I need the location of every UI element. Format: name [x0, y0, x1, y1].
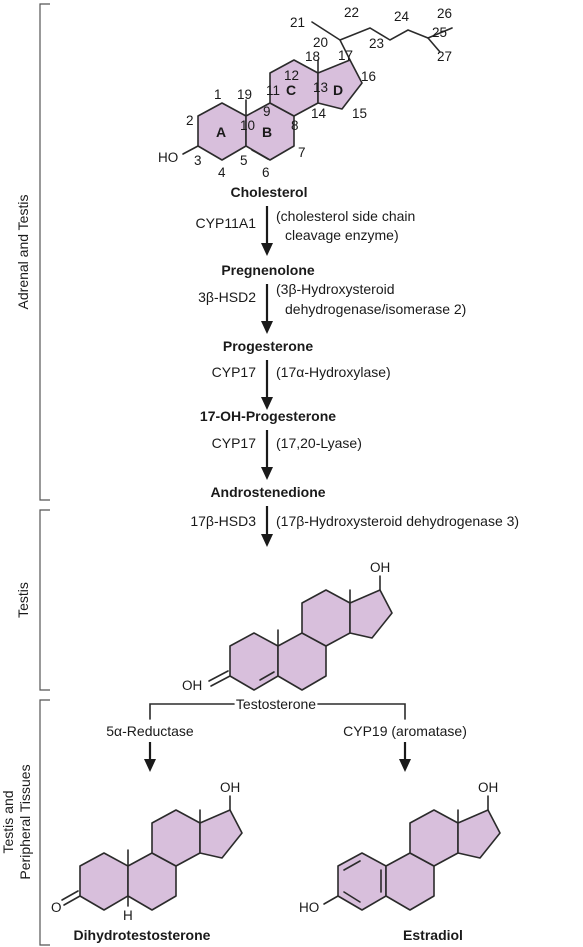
enzyme-desc-cyp11a1-line1: (cholesterol side chain	[276, 208, 415, 224]
carbon-3: 3	[194, 153, 202, 168]
carbon-19: 19	[237, 87, 252, 102]
section-label-testis: Testis	[15, 582, 31, 618]
testosterone-oh-label: OH	[370, 560, 390, 575]
carbon-4: 4	[218, 165, 226, 180]
section-label-adrenal-testis: Adrenal and Testis	[15, 195, 31, 310]
compound-estradiol: Estradiol	[403, 927, 463, 943]
compound-17-oh-progesterone: 17-OH-Progesterone	[200, 408, 336, 424]
carbon-1: 1	[214, 87, 222, 102]
carbon-14: 14	[311, 106, 327, 121]
enzyme-cyp19-aromatase: CYP19 (aromatase)	[343, 723, 467, 739]
enzyme-desc-3b-hsd2-line1: (3β-Hydroxysteroid	[276, 281, 395, 297]
carbon-11: 11	[266, 83, 280, 98]
enzyme-desc-cyp11a1-line2: cleavage enzyme)	[285, 227, 399, 243]
compound-androstenedione: Androstenedione	[210, 484, 325, 500]
carbon-2: 2	[186, 113, 194, 128]
section-bracket-peripheral: Testis and Peripheral Tissues	[0, 699, 50, 946]
compound-testosterone: Testosterone	[236, 696, 316, 712]
section-label-peripheral-line2: Peripheral Tissues	[17, 764, 33, 879]
carbon-26: 26	[437, 6, 452, 21]
carbon-16: 16	[361, 69, 376, 84]
enzyme-desc-3b-hsd2-line2: dehydrogenase/isomerase 2)	[285, 301, 466, 317]
branch-connector	[144, 703, 411, 772]
testosterone-o-label: OH	[182, 678, 202, 693]
carbon-8: 8	[291, 118, 299, 133]
ring-d	[317, 59, 363, 110]
enzyme-desc-cyp17-hydroxylase: (17α-Hydroxylase)	[276, 364, 391, 380]
enzyme-17b-hsd3: 17β-HSD3	[190, 513, 256, 529]
ring-label-c: C	[286, 82, 296, 98]
carbon-24: 24	[394, 9, 410, 24]
carbon-6: 6	[262, 165, 270, 180]
enzyme-desc-cyp17-lyase: (17,20-Lyase)	[276, 435, 362, 451]
carbon-12: 12	[284, 68, 299, 83]
carbon-10: 10	[240, 118, 255, 133]
estradiol-structure: OH HO	[299, 780, 501, 915]
carbon-20: 20	[313, 35, 328, 50]
compound-cholesterol: Cholesterol	[230, 184, 307, 200]
dht-structure: OH O H	[51, 780, 243, 923]
enzyme-cyp17-lyase: CYP17	[212, 435, 257, 451]
cholesterol-structure: A B C D 1 2 3 4 5 6 7 8 9 10 11 12 13 14…	[158, 5, 453, 180]
enzyme-cyp17-hydroxylase: CYP17	[212, 364, 257, 380]
carbon-22: 22	[344, 5, 359, 20]
enzyme-cyp11a1: CYP11A1	[196, 215, 257, 231]
estradiol-ho-label: HO	[299, 900, 319, 915]
compound-dihydrotestosterone: Dihydrotestosterone	[74, 927, 211, 943]
dht-oh-label: OH	[220, 780, 240, 795]
carbon-25: 25	[432, 25, 447, 40]
estradiol-oh-label: OH	[478, 780, 498, 795]
ring-label-b: B	[262, 124, 272, 140]
carbon-21: 21	[290, 15, 305, 30]
dht-o-label: O	[51, 900, 62, 915]
compound-progesterone: Progesterone	[223, 338, 313, 354]
carbon-5: 5	[240, 153, 248, 168]
compound-pregnenolone: Pregnenolone	[221, 262, 315, 278]
enzyme-3b-hsd2: 3β-HSD2	[198, 289, 256, 305]
carbon-7: 7	[298, 145, 306, 160]
enzyme-desc-17b-hsd3: (17β-Hydroxysteroid dehydrogenase 3)	[276, 513, 519, 529]
carbon-18: 18	[305, 49, 320, 64]
section-bracket-testis: Testis	[15, 509, 50, 691]
carbon-23: 23	[369, 36, 384, 51]
carbon-15: 15	[352, 106, 367, 121]
hydroxyl-label: HO	[158, 150, 178, 165]
carbon-13: 13	[313, 80, 328, 95]
carbon-17: 17	[338, 48, 353, 63]
section-bracket-adrenal-testis: Adrenal and Testis	[15, 3, 50, 501]
carbon-27: 27	[437, 49, 452, 64]
dht-h-label: H	[123, 908, 133, 923]
carbon-9: 9	[263, 104, 271, 119]
ring-label-a: A	[216, 124, 226, 140]
section-label-peripheral-line1: Testis and	[0, 790, 16, 853]
ring-label-d: D	[333, 82, 343, 98]
testosterone-structure: OH OH	[182, 560, 393, 693]
enzyme-5a-reductase: 5α-Reductase	[106, 723, 194, 739]
